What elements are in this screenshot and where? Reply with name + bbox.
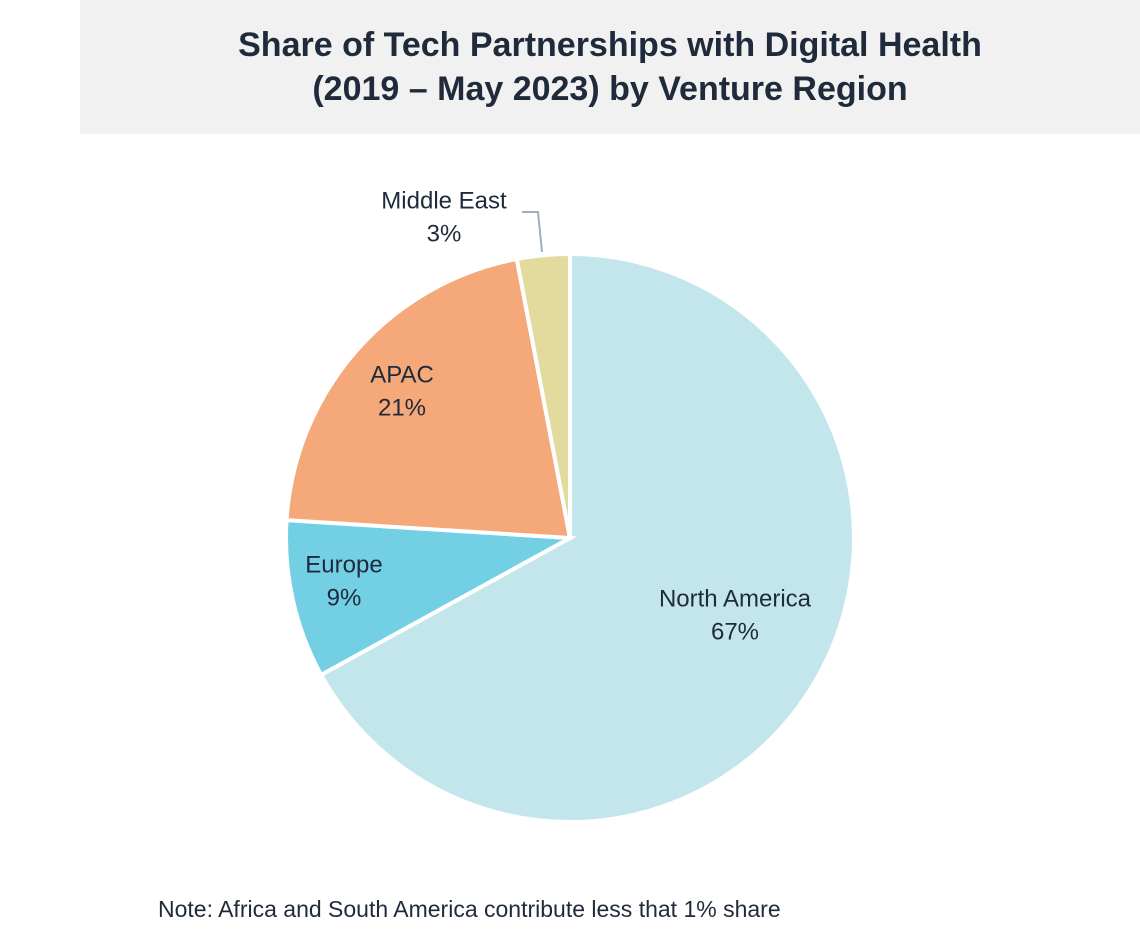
- chart-title: Share of Tech Partnerships with Digital …: [238, 23, 982, 111]
- slice-label-middle-east: Middle East: [381, 187, 507, 214]
- slice-label-north-america: North America: [659, 585, 812, 612]
- slice-value-europe: 9%: [327, 584, 362, 611]
- pie-slice-europe: [284, 518, 577, 678]
- slice-value-north-america: 67%: [711, 618, 759, 645]
- pie-slice-north-america: [318, 251, 856, 824]
- slice-value-middle-east: 3%: [427, 220, 462, 247]
- slice-label-europe: Europe: [305, 551, 382, 578]
- title-line-1: Share of Tech Partnerships with Digital …: [238, 26, 982, 64]
- pie-slice-apac: [284, 256, 573, 541]
- pie-slice-middle-east: [514, 251, 572, 539]
- slice-value-apac: 21%: [378, 394, 426, 421]
- title-line-2: (2019 – May 2023) by Venture Region: [312, 70, 908, 108]
- title-box: Share of Tech Partnerships with Digital …: [80, 0, 1140, 134]
- chart-note: Note: Africa and South America contribut…: [158, 896, 781, 922]
- middle-east-leader-line: [522, 211, 543, 253]
- slice-label-apac: APAC: [370, 361, 434, 388]
